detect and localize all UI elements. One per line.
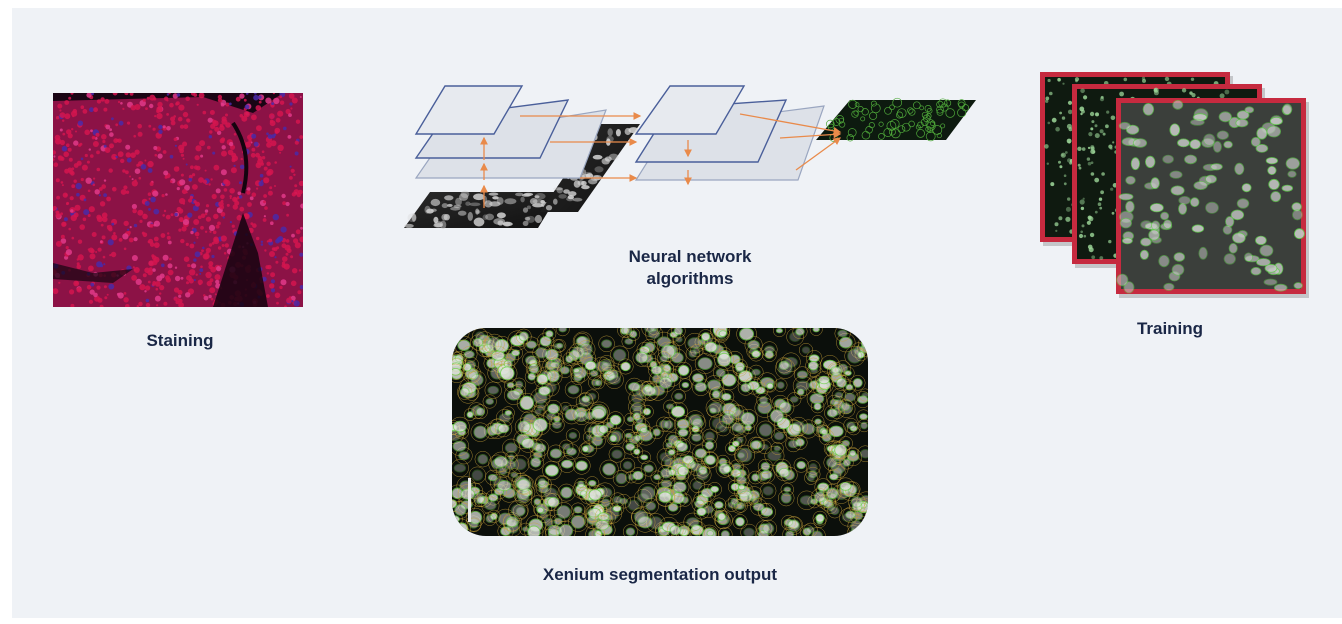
training-label: Training (1136, 319, 1204, 338)
neural-network-diagram (400, 80, 980, 240)
neural-network-label-line1: Neural network (628, 247, 752, 266)
staining-image (53, 93, 303, 307)
neural-network-label-line2: algorithms (646, 269, 734, 288)
segmentation-output-image (452, 328, 868, 536)
segmentation-label: Xenium segmentation output (542, 565, 778, 584)
training-image-stack (1030, 68, 1320, 308)
scale-bar (468, 478, 471, 522)
neural-network-label: Neural network algorithms (580, 246, 800, 290)
layer-right-1 (634, 85, 746, 135)
layer-left-1 (414, 85, 524, 135)
output-segmentation (816, 100, 976, 140)
staining-label: Staining (146, 331, 214, 350)
